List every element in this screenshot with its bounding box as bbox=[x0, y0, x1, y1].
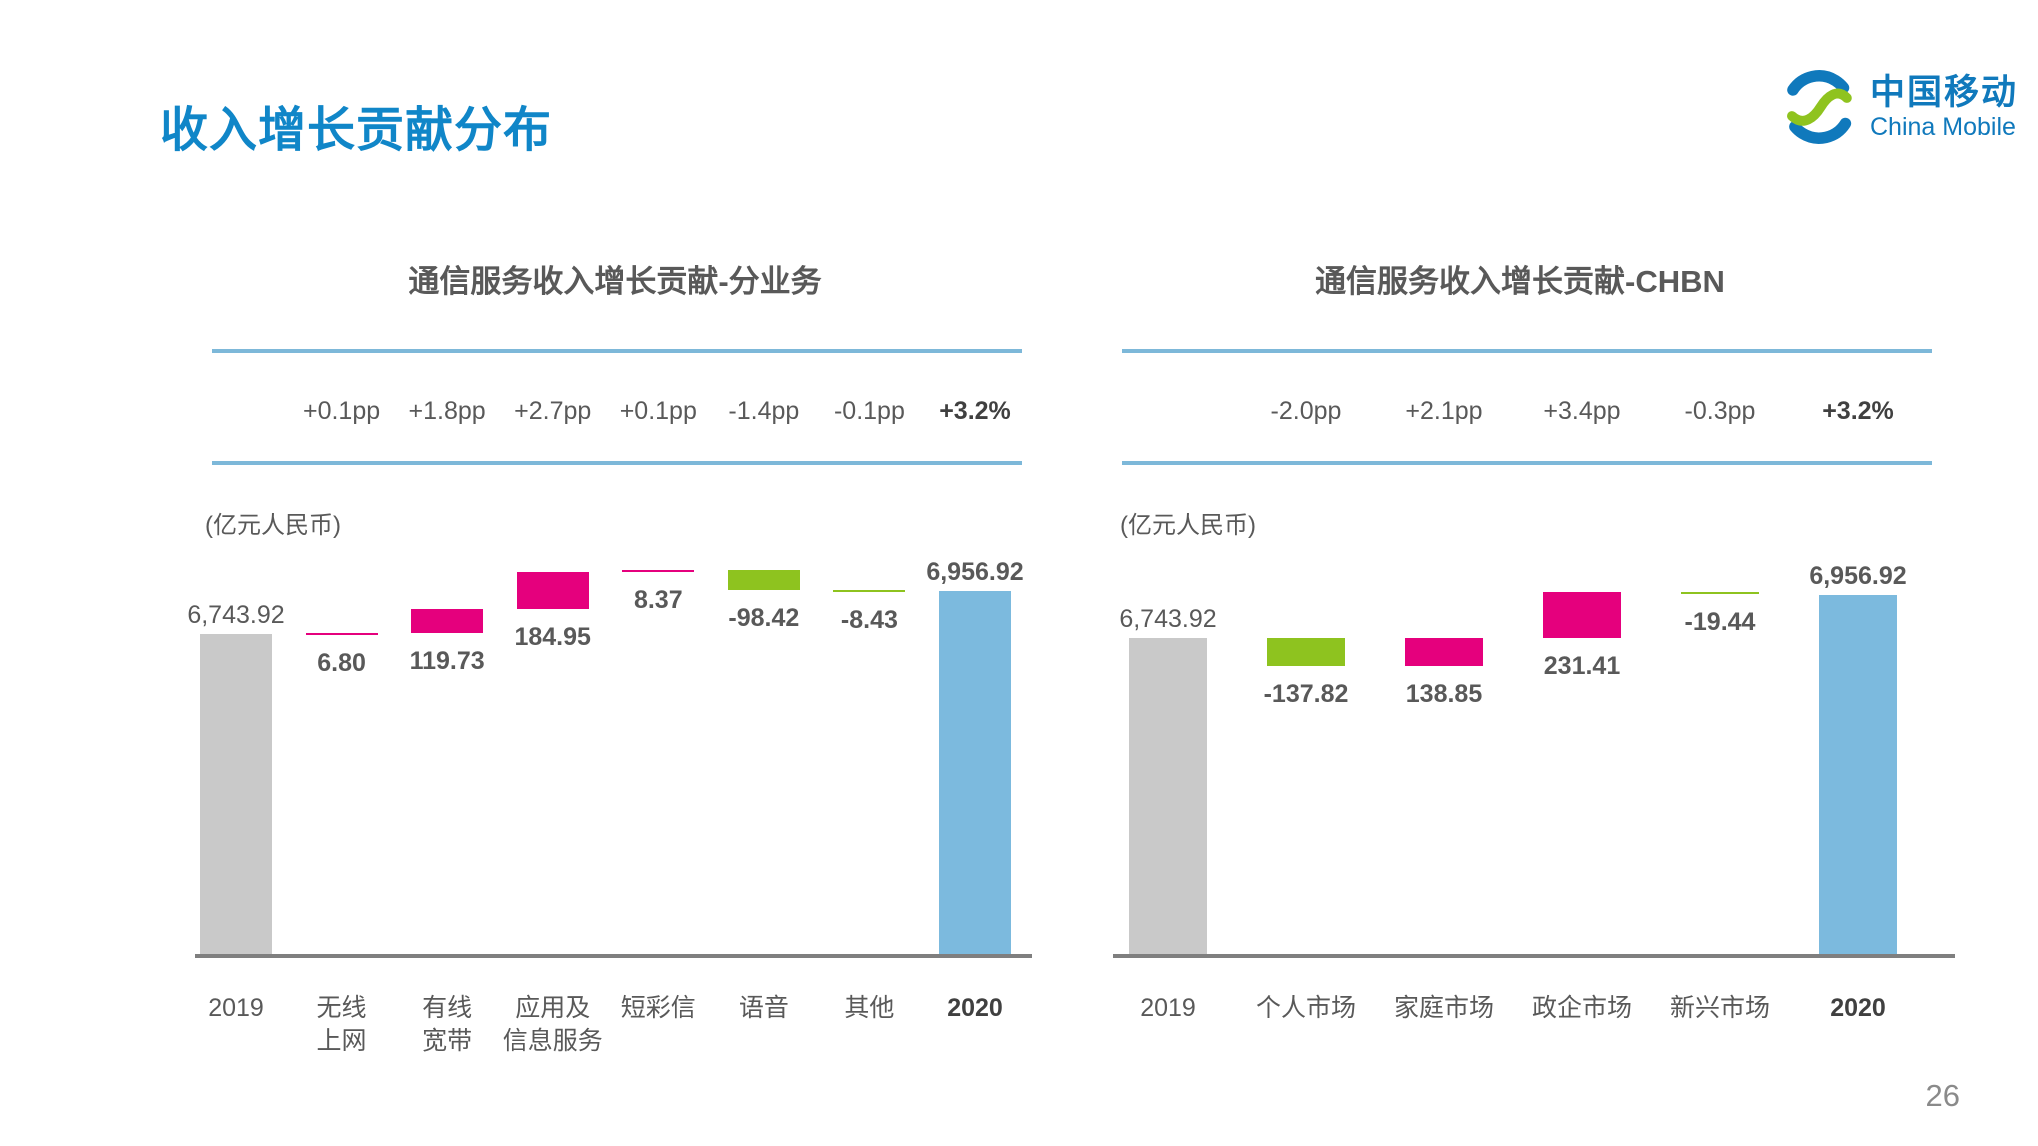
value-label: 6,956.92 bbox=[926, 558, 1024, 587]
waterfall-bar-total bbox=[939, 591, 1011, 954]
value-label: -98.42 bbox=[728, 603, 800, 632]
value-label: 8.37 bbox=[633, 586, 683, 615]
value-label: 6,743.92 bbox=[187, 601, 285, 629]
pp-change-label: -0.1pp bbox=[833, 397, 905, 425]
value-label: 184.95 bbox=[514, 622, 591, 651]
waterfall-bar-increase bbox=[411, 608, 484, 633]
unit-label-left-chart: (亿元人民币) bbox=[205, 512, 341, 539]
category-label: 语音 bbox=[738, 994, 789, 1022]
pp-change-label: +2.7pp bbox=[514, 397, 592, 425]
category-label: 家庭市场 bbox=[1393, 994, 1495, 1022]
category-label: 其他 bbox=[844, 994, 895, 1022]
category-label: 政企市场 bbox=[1531, 994, 1633, 1022]
divider-line-bottom-left-chart bbox=[212, 461, 1022, 465]
pp-change-label: -2.0pp bbox=[1270, 397, 1342, 425]
china-mobile-logo-icon bbox=[1782, 70, 1856, 144]
pp-change-label: +1.8pp bbox=[408, 397, 486, 425]
chart-title-by-business: 通信服务收入增长贡献-分业务 bbox=[408, 264, 822, 299]
waterfall-bar-increase bbox=[622, 570, 695, 573]
x-axis-left-chart bbox=[195, 954, 1032, 958]
category-label: 2019 bbox=[1140, 994, 1196, 1022]
value-label: 6,956.92 bbox=[1809, 562, 1907, 591]
china-mobile-logo-text: 中国移动 China Mobile bbox=[1870, 75, 2018, 140]
pp-change-label: +3.4pp bbox=[1543, 397, 1621, 425]
category-label: 个人市场 bbox=[1255, 994, 1357, 1022]
waterfall-bar-increase bbox=[516, 571, 589, 609]
waterfall-bar-base bbox=[1129, 638, 1207, 954]
value-label: 119.73 bbox=[409, 646, 485, 675]
category-label: 应用及 信息服务 bbox=[502, 994, 603, 1055]
waterfall-bar-total bbox=[1819, 595, 1897, 954]
value-label: 138.85 bbox=[1405, 679, 1483, 708]
pp-change-label: +2.1pp bbox=[1405, 397, 1483, 425]
waterfall-bar-increase bbox=[305, 632, 378, 635]
unit-label-right-chart: (亿元人民币) bbox=[1120, 512, 1256, 539]
value-label: 6.80 bbox=[317, 648, 366, 677]
chart-title-chbn: 通信服务收入增长贡献-CHBN bbox=[1315, 264, 1725, 299]
logo-text-cn: 中国移动 bbox=[1870, 72, 2019, 112]
waterfall-bar-decrease bbox=[833, 589, 906, 592]
waterfall-bar-increase bbox=[1543, 591, 1621, 638]
category-label: 2020 bbox=[1830, 994, 1886, 1022]
pp-change-label: +3.2% bbox=[1822, 397, 1894, 425]
waterfall-bar-base bbox=[200, 634, 272, 954]
pp-change-label: -0.3pp bbox=[1684, 397, 1756, 425]
divider-line-top-right-chart bbox=[1122, 349, 1932, 353]
value-label: -19.44 bbox=[1684, 607, 1756, 636]
waterfall-bar-decrease bbox=[1681, 591, 1759, 594]
value-label: 6,743.92 bbox=[1119, 605, 1217, 633]
page-number: 26 bbox=[1925, 1078, 1960, 1113]
pp-change-label: +0.1pp bbox=[619, 397, 697, 425]
category-label: 有线 宽带 bbox=[422, 994, 473, 1055]
pp-change-label: +0.1pp bbox=[302, 397, 381, 425]
value-label: 231.41 bbox=[1543, 651, 1621, 680]
divider-line-top-left-chart bbox=[212, 349, 1022, 353]
value-label: -137.82 bbox=[1263, 679, 1349, 708]
divider-line-bottom-right-chart bbox=[1122, 461, 1932, 465]
category-label: 2020 bbox=[947, 994, 1003, 1022]
category-label: 短彩信 bbox=[620, 994, 696, 1022]
china-mobile-logo: 中国移动 China Mobile bbox=[1778, 66, 2018, 148]
waterfall-bar-decrease bbox=[1267, 638, 1345, 666]
pp-change-label: -1.4pp bbox=[728, 397, 800, 425]
category-label: 无线 上网 bbox=[316, 994, 367, 1055]
logo-text-en: China Mobile bbox=[1870, 112, 2016, 141]
category-label: 新兴市场 bbox=[1669, 994, 1771, 1022]
page-title: 收入增长贡献分布 bbox=[160, 104, 553, 158]
x-axis-right-chart bbox=[1113, 954, 1955, 958]
waterfall-bar-increase bbox=[1405, 637, 1483, 666]
pp-change-label: +3.2% bbox=[939, 397, 1011, 425]
waterfall-bar-decrease bbox=[727, 570, 800, 590]
value-label: -8.43 bbox=[840, 605, 898, 634]
category-label: 2019 bbox=[208, 994, 264, 1022]
